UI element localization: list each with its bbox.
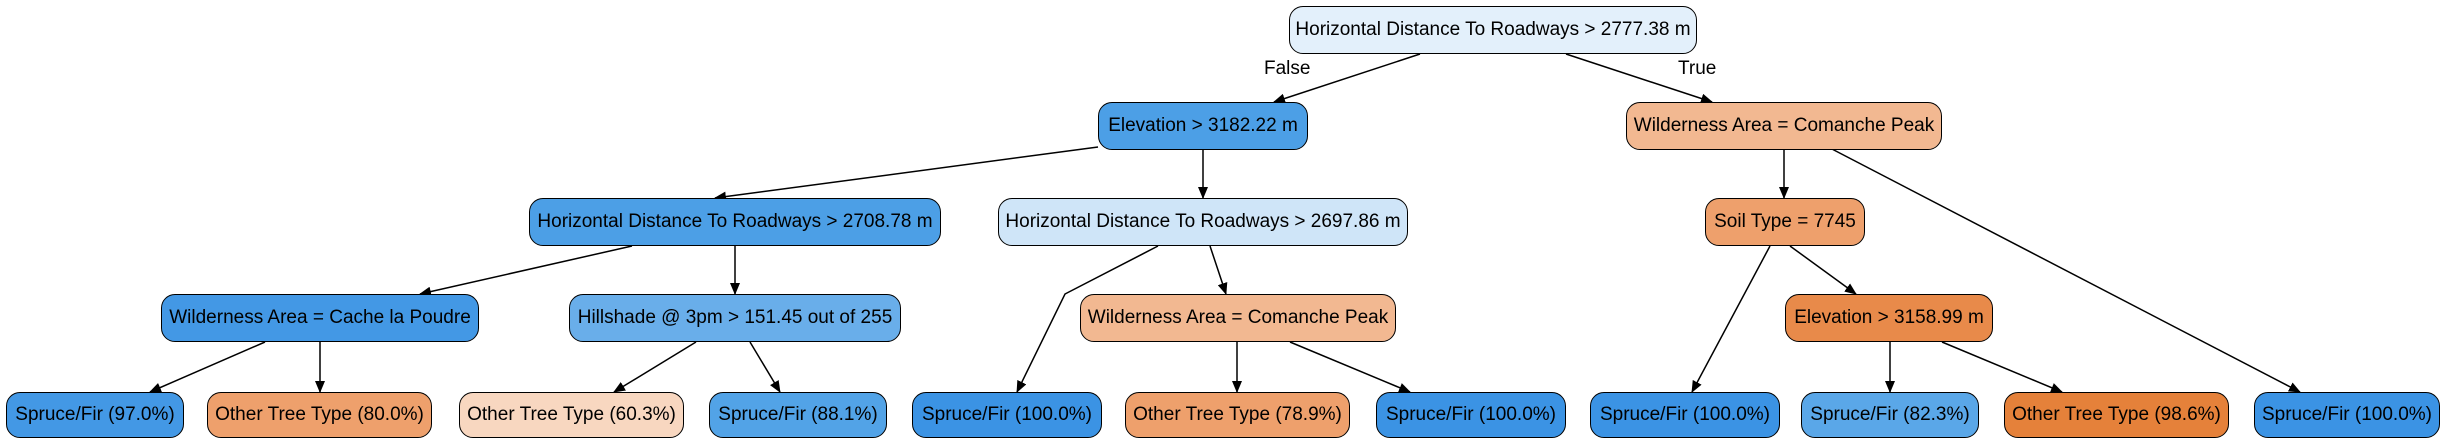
edge-n1-n3 (714, 146, 1099, 202)
leaf-spruce-fir-100-c: Spruce/Fir (100.0%) (1590, 392, 1780, 438)
leaf-label: Other Tree Type (60.3%) (467, 404, 676, 425)
edge-n5-n9 (1789, 245, 1857, 295)
node-elevation-3158: Elevation > 3158.99 m (1785, 294, 1993, 342)
node-wilderness-comanche-mid: Wilderness Area = Comanche Peak (1080, 294, 1396, 342)
node-label: Wilderness Area = Comanche Peak (1633, 115, 1935, 136)
edge-n9-l10 (1941, 341, 2063, 393)
edge-n4-n8 (1209, 245, 1228, 295)
node-label: Horizontal Distance To Roadways > 2697.8… (1005, 211, 1401, 232)
edge-n7-l3 (613, 341, 697, 393)
edge-n6-l1 (149, 341, 266, 393)
leaf-label: Spruce/Fir (100.0%) (1599, 404, 1770, 425)
leaf-spruce-fir-97: Spruce/Fir (97.0%) (6, 392, 184, 438)
edge-n4-l5 (1016, 245, 1159, 393)
node-label: Soil Type = 7745 (1714, 211, 1856, 232)
node-label: Horizontal Distance To Roadways > 2708.7… (537, 211, 933, 232)
edge-n0-n2 (1565, 53, 1713, 104)
node-label: Elevation > 3182.22 m (1108, 115, 1298, 136)
root-node-roadways: Horizontal Distance To Roadways > 2777.3… (1289, 6, 1697, 54)
leaf-label: Other Tree Type (98.6%) (2012, 404, 2221, 425)
edge-n7-l4 (749, 341, 781, 393)
node-elevation-3182: Elevation > 3182.22 m (1098, 102, 1308, 150)
leaf-other-98: Other Tree Type (98.6%) (2004, 392, 2229, 438)
node-hillshade: Hillshade @ 3pm > 151.45 out of 255 (569, 294, 901, 342)
node-soil-type: Soil Type = 7745 (1705, 198, 1865, 246)
leaf-other-80: Other Tree Type (80.0%) (207, 392, 432, 438)
edge-label-true: True (1678, 58, 1717, 79)
leaf-other-78: Other Tree Type (78.9%) (1125, 392, 1350, 438)
leaf-spruce-fir-100-d: Spruce/Fir (100.0%) (2254, 392, 2440, 438)
edge-n5-l8 (1691, 245, 1771, 393)
node-wilderness-comanche-top: Wilderness Area = Comanche Peak (1626, 102, 1942, 150)
leaf-label: Spruce/Fir (100.0%) (1385, 404, 1556, 425)
node-label: Wilderness Area = Comanche Peak (1087, 307, 1389, 328)
edge-n2-n11 (1829, 147, 2301, 393)
leaf-label: Other Tree Type (80.0%) (215, 404, 424, 425)
leaf-label: Spruce/Fir (97.0%) (15, 404, 175, 425)
node-wilderness-cache: Wilderness Area = Cache la Poudre (161, 294, 479, 342)
leaf-spruce-fir-82: Spruce/Fir (82.3%) (1801, 392, 1979, 438)
node-label: Elevation > 3158.99 m (1794, 307, 1984, 328)
node-label: Hillshade @ 3pm > 151.45 out of 255 (577, 307, 893, 328)
leaf-label: Spruce/Fir (100.0%) (2261, 404, 2432, 425)
leaf-spruce-fir-88: Spruce/Fir (88.1%) (709, 392, 887, 438)
edge-n0-n1 (1273, 53, 1421, 104)
node-label: Wilderness Area = Cache la Poudre (169, 307, 471, 328)
edge-label-false: False (1264, 58, 1311, 79)
leaf-label: Spruce/Fir (100.0%) (921, 404, 1092, 425)
leaf-label: Spruce/Fir (88.1%) (718, 404, 878, 425)
leaf-spruce-fir-100-b: Spruce/Fir (100.0%) (1376, 392, 1566, 438)
leaf-other-60: Other Tree Type (60.3%) (459, 392, 684, 438)
leaf-label: Spruce/Fir (82.3%) (1810, 404, 1970, 425)
node-roadways-2708: Horizontal Distance To Roadways > 2708.7… (529, 198, 941, 246)
node-label: Horizontal Distance To Roadways > 2777.3… (1295, 19, 1691, 40)
edge-n8-l7 (1289, 341, 1411, 393)
edge-n3-n6 (419, 245, 633, 297)
leaf-spruce-fir-100-a: Spruce/Fir (100.0%) (912, 392, 1102, 438)
leaf-label: Other Tree Type (78.9%) (1133, 404, 1342, 425)
node-roadways-2697: Horizontal Distance To Roadways > 2697.8… (998, 198, 1408, 246)
